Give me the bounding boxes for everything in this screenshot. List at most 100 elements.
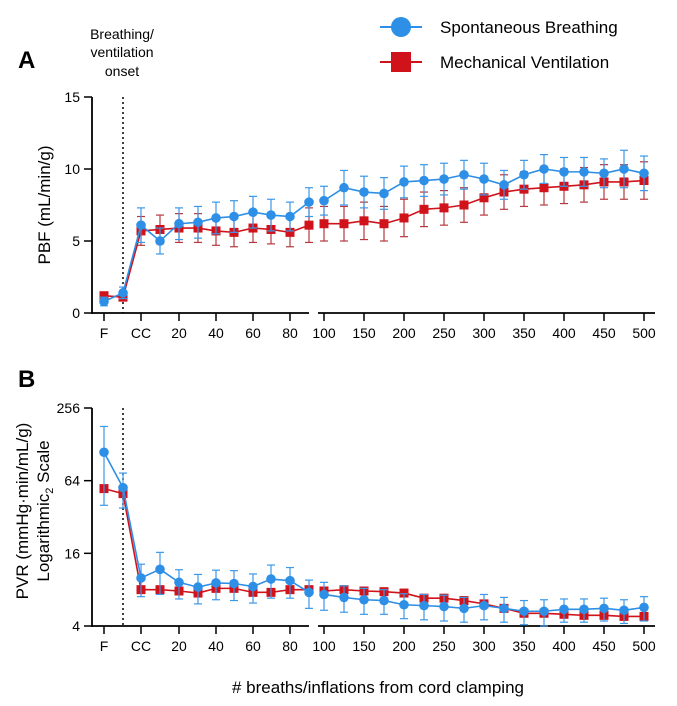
panel-b-xtick-label-200: 200 [392,638,416,654]
panel-letter-b: B [18,366,35,393]
panel-b-spontaneous-breathing-point-50 [229,578,239,589]
panel-b-mechanical-ventilation-line-1 [103,487,309,594]
panel-a-spontaneous-breathing-point-350 [519,169,529,180]
panel-b-xtick-label-100: 100 [312,638,336,654]
panel-a-mechanical-ventilation-point-300 [479,193,489,203]
panel-a-mechanical-ventilation-point-375 [539,183,549,193]
panel-a-spontaneous-breathing-point-60 [248,207,258,217]
panel-b-spontaneous-breathing-point-325 [499,603,509,614]
panel-b-spontaneous-breathing-point-375 [539,606,549,617]
panel-a-xtick-label-350: 350 [512,325,536,341]
panel-a-xtick-label-80: 80 [282,325,298,341]
panel-a-spontaneous-breathing-point-500 [639,168,649,179]
panel-a-mechanical-ventilation-point-225 [419,204,429,214]
panel-a-ytick-label-15: 15 [64,89,80,105]
panel-a-spontaneous-breathing-point-cc [136,220,146,230]
panel-a-spontaneous-breathing-point-30 [193,217,203,228]
panel-b-spontaneous-breathing-point-300 [479,600,489,611]
panel-a-xtick-label-40: 40 [208,325,224,341]
panel-a-spontaneous-breathing-point-125 [339,182,349,193]
panel-b-xtick-label-20: 20 [171,638,187,654]
panel-b-ytick-label-16: 16 [64,545,80,561]
panel-b-spontaneous-breathing-point-350 [519,606,529,617]
panel-b-spontaneous-breathing-point-275 [459,603,469,614]
panel-a-mechanical-ventilation-line-1 [103,224,310,299]
panel-b-ytick-label-256: 256 [57,400,81,416]
panel-b-spontaneous-breathing-point-cc [136,573,146,583]
panel-a-spontaneous-breathing-point-175 [379,188,389,199]
panel-a-xtick-label-250: 250 [432,325,456,341]
panel-b-plot: 4 16 64 256 F CC 20 40 60 80 100 150 200 250 300 350 400… [57,400,656,654]
panel-b-spontaneous-breathing-point-125 [339,592,349,603]
panel-b-xtick-label-500: 500 [632,638,656,654]
panel-b-xtick-label-cc: CC [131,638,151,654]
panel-a-spontaneous-breathing-point-325 [499,180,509,190]
panel-a-spontaneous-breathing-point-225 [419,175,429,186]
onset-annotation: Breathing/ ventilation onset [90,26,154,79]
panel-a-spontaneous-breathing-point-f [99,296,109,307]
panel-a-mechanical-ventilation-point-175 [379,219,389,229]
panel-a-ytick-label-0: 0 [72,305,80,321]
panel-a-xtick-label-cc: CC [131,325,151,341]
panel-b-spontaneous-breathing-point-90 [304,587,314,598]
panel-b-spontaneous-breathing-point-10 [155,564,165,575]
onset-label-line3: onset [105,63,139,79]
panel-b-spontaneous-breathing-point-475 [619,605,629,616]
legend-label-mechanical: Mechanical Ventilation [440,53,609,72]
x-axis-label: # breaths/inflations from cord clamping [232,678,524,697]
panel-b-ytick-label-4: 4 [72,618,80,634]
panel-a-spontaneous-breathing-point-300 [479,174,489,184]
panel-a-xtick-label-450: 450 [592,325,616,341]
panel-a-xtick-label-150: 150 [352,325,376,341]
panel-b-spontaneous-breathing-point-425 [579,604,589,615]
panel-b-spontaneous-breathing-point-60 [248,581,258,592]
panel-a-xtick-label-300: 300 [472,325,496,341]
panel-a-mechanical-ventilation-point-275 [459,200,469,210]
panel-b-mechanical-ventilation-point-200 [399,588,409,598]
legend-marker-spontaneous [391,17,411,37]
panel-a-mechanical-ventilation-point-200 [399,213,409,223]
panel-b-xtick-label-40: 40 [208,638,224,654]
panel-a-spontaneous-breathing-point-20 [174,218,184,229]
panel-a-xtick-label-f: F [100,325,109,341]
onset-label-line1: Breathing/ [90,26,154,42]
panel-b-spontaneous-breathing-point-225 [419,600,429,611]
panel-a-plot: 0 5 10 15 F CC 20 40 60 80 100 150 200 250 300 350 400 45… [64,89,655,341]
panel-a-mechanical-ventilation-point-100 [319,219,329,229]
panel-b-spontaneous-breathing-point-40 [211,578,221,588]
panel-a-spontaneous-breathing-point-150 [359,187,369,197]
panel-a-spontaneous-breathing-point-100 [319,195,329,206]
panel-b-spontaneous-breathing-point-200 [399,599,409,610]
panel-b-xtick-label-250: 250 [432,638,456,654]
panel-a-mechanical-ventilation-point-90 [304,220,314,230]
panel-b-spontaneous-breathing-point-500 [639,602,649,613]
panel-b-spontaneous-breathing-point-100 [319,589,329,600]
legend-label-spontaneous: Spontaneous Breathing [440,18,618,37]
panel-a-xtick-label-400: 400 [552,325,576,341]
panel-b-xtick-label-400: 400 [552,638,576,654]
panel-b-ytick-label-64: 64 [64,473,80,489]
panel-b-xtick-label-150: 150 [352,638,376,654]
panel-a-mechanical-ventilation-point-250 [439,203,449,213]
panel-letter-a: A [18,47,35,74]
panel-b-spontaneous-breathing-point-70 [266,574,276,584]
panel-b-spontaneous-breathing-point-onset [118,482,128,493]
panel-a-spontaneous-breathing-point-onset [118,288,128,298]
panel-a-spontaneous-breathing-point-70 [266,210,276,220]
panel-b-spontaneous-breathing-point-30 [193,582,203,592]
panel-a-xtick-label-500: 500 [632,325,656,341]
panel-b-xtick-label-450: 450 [592,638,616,654]
panel-b-xtick-label-300: 300 [472,638,496,654]
panel-a-ytick-label-10: 10 [64,161,80,177]
panel-a-spontaneous-breathing-point-40 [211,213,221,223]
panel-b-xtick-label-350: 350 [512,638,536,654]
panel-a-xtick-label-60: 60 [245,325,261,341]
panel-a-spontaneous-breathing-point-250 [439,174,449,184]
panel-b-ylabel-line2: Logarithmic2 Scale [34,440,56,581]
panel-a-spontaneous-breathing-point-375 [539,164,549,174]
panel-b-spontaneous-breathing-point-20 [174,577,184,588]
panel-b-spontaneous-breathing-point-175 [379,595,389,606]
panel-a-spontaneous-breathing-point-475 [619,164,629,174]
panel-a-xtick-label-20: 20 [171,325,187,341]
